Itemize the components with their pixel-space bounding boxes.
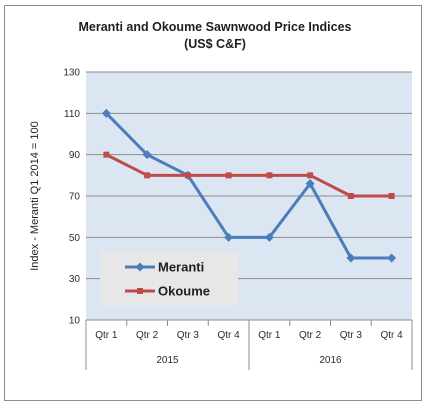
chart-title: Meranti and Okoume Sawnwood Price Indice…: [79, 20, 352, 34]
x-tick-label: Qtr 3: [340, 330, 363, 341]
x-tick-label: Qtr 1: [95, 330, 118, 341]
y-tick-30: 30: [69, 274, 81, 285]
series-line-meranti: [105, 112, 392, 260]
marker-meranti: [387, 253, 397, 263]
legend-marker-meranti: [135, 262, 145, 272]
marker-meranti: [101, 108, 111, 118]
y-tick-50: 50: [69, 233, 81, 244]
marker-okoume: [103, 151, 110, 158]
x-tick-label: Qtr 2: [136, 330, 159, 341]
marker-meranti: [142, 150, 152, 160]
marker-meranti: [224, 232, 234, 242]
x-tick-label: Qtr 2: [299, 330, 322, 341]
legend: Meranti Okoume: [100, 251, 238, 306]
marker-okoume: [225, 172, 232, 179]
y-tick-labels: 10 30 50 70 90 110 130: [63, 68, 80, 327]
legend-label-meranti: Meranti: [158, 260, 204, 275]
legend-box: [100, 251, 238, 306]
series-group: [101, 108, 397, 263]
y-tick-130: 130: [63, 68, 80, 79]
marker-meranti: [305, 179, 315, 189]
marker-okoume: [266, 172, 273, 179]
marker-meranti: [264, 232, 274, 242]
marker-meranti: [346, 253, 356, 263]
x-tick-label: Qtr 1: [258, 330, 281, 341]
marker-okoume: [388, 193, 395, 199]
x-tick-label: Qtr 4: [381, 330, 404, 341]
x-axis: Qtr 1 Qtr 2 Qtr 3 Qtr 4 Qtr 1 Qtr 2 Qtr 3 Qtr 4…: [85, 319, 413, 370]
y-axis-title: Index - Meranti Q1 2014 = 100: [29, 121, 41, 271]
group-label-2015: 2015: [156, 355, 179, 366]
y-tick-10: 10: [69, 316, 81, 327]
marker-okoume: [347, 193, 354, 199]
marker-okoume: [144, 172, 151, 179]
legend-marker-okoume: [137, 288, 143, 294]
x-tick-label: Qtr 3: [177, 330, 200, 341]
marker-okoume: [184, 172, 191, 179]
series-line-okoume: [105, 153, 392, 198]
y-tick-110: 110: [64, 109, 80, 120]
y-tick-70: 70: [69, 192, 81, 203]
legend-label-okoume: Okoume: [158, 284, 210, 299]
group-label-2016: 2016: [319, 355, 342, 366]
marker-okoume: [307, 172, 314, 179]
y-tick-90: 90: [69, 150, 81, 161]
x-tick-label: Qtr 4: [218, 330, 241, 341]
chart-subtitle: (US$ C&F): [184, 37, 246, 51]
